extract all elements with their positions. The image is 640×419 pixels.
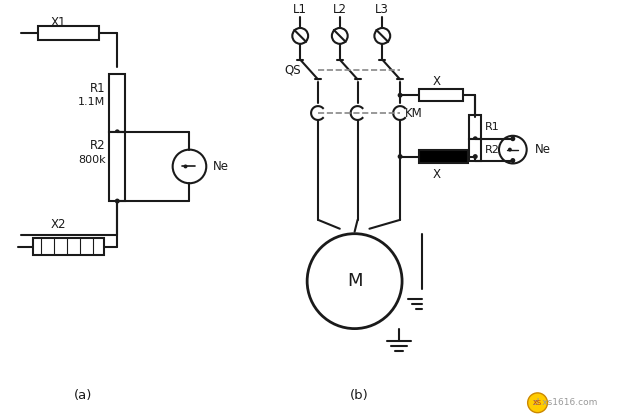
Circle shape: [307, 234, 402, 328]
Bar: [469, 139, 481, 160]
Text: (b): (b): [350, 389, 369, 402]
Text: M: M: [347, 272, 362, 290]
Bar: [38, 26, 99, 40]
Circle shape: [510, 158, 515, 163]
Bar: [109, 75, 125, 132]
Circle shape: [397, 154, 403, 159]
Circle shape: [499, 136, 527, 163]
Bar: [419, 150, 468, 163]
Text: L2: L2: [333, 3, 347, 16]
Text: XS: XS: [533, 400, 542, 406]
Circle shape: [173, 150, 206, 183]
Text: X: X: [433, 75, 441, 88]
Circle shape: [115, 199, 120, 204]
Circle shape: [184, 164, 188, 168]
Bar: [109, 132, 125, 201]
Text: L3: L3: [376, 3, 389, 16]
Text: R2: R2: [90, 139, 106, 152]
Circle shape: [397, 93, 403, 98]
Text: L1: L1: [293, 3, 307, 16]
Text: X: X: [433, 168, 441, 181]
Circle shape: [292, 28, 308, 44]
Bar: [469, 115, 481, 139]
Text: Ne: Ne: [534, 143, 550, 156]
Text: 800k: 800k: [78, 155, 106, 165]
Text: R1: R1: [90, 82, 106, 95]
Text: QS: QS: [284, 63, 301, 76]
Text: (a): (a): [74, 389, 92, 402]
Text: R1: R1: [485, 122, 500, 132]
Text: R2: R2: [485, 145, 500, 155]
Text: Ne: Ne: [213, 160, 229, 173]
Circle shape: [115, 129, 120, 134]
Text: X2: X2: [50, 218, 66, 231]
Circle shape: [473, 136, 477, 141]
Bar: [419, 89, 463, 101]
Circle shape: [527, 393, 547, 413]
Text: zl.xs1616.com: zl.xs1616.com: [532, 398, 598, 407]
Circle shape: [473, 154, 477, 159]
Text: KM: KM: [405, 106, 423, 119]
Text: 1.1M: 1.1M: [78, 97, 106, 107]
Text: X1: X1: [50, 16, 66, 28]
Circle shape: [374, 28, 390, 44]
Bar: [33, 238, 104, 256]
Circle shape: [332, 28, 348, 44]
Circle shape: [510, 136, 515, 141]
Circle shape: [508, 147, 512, 152]
